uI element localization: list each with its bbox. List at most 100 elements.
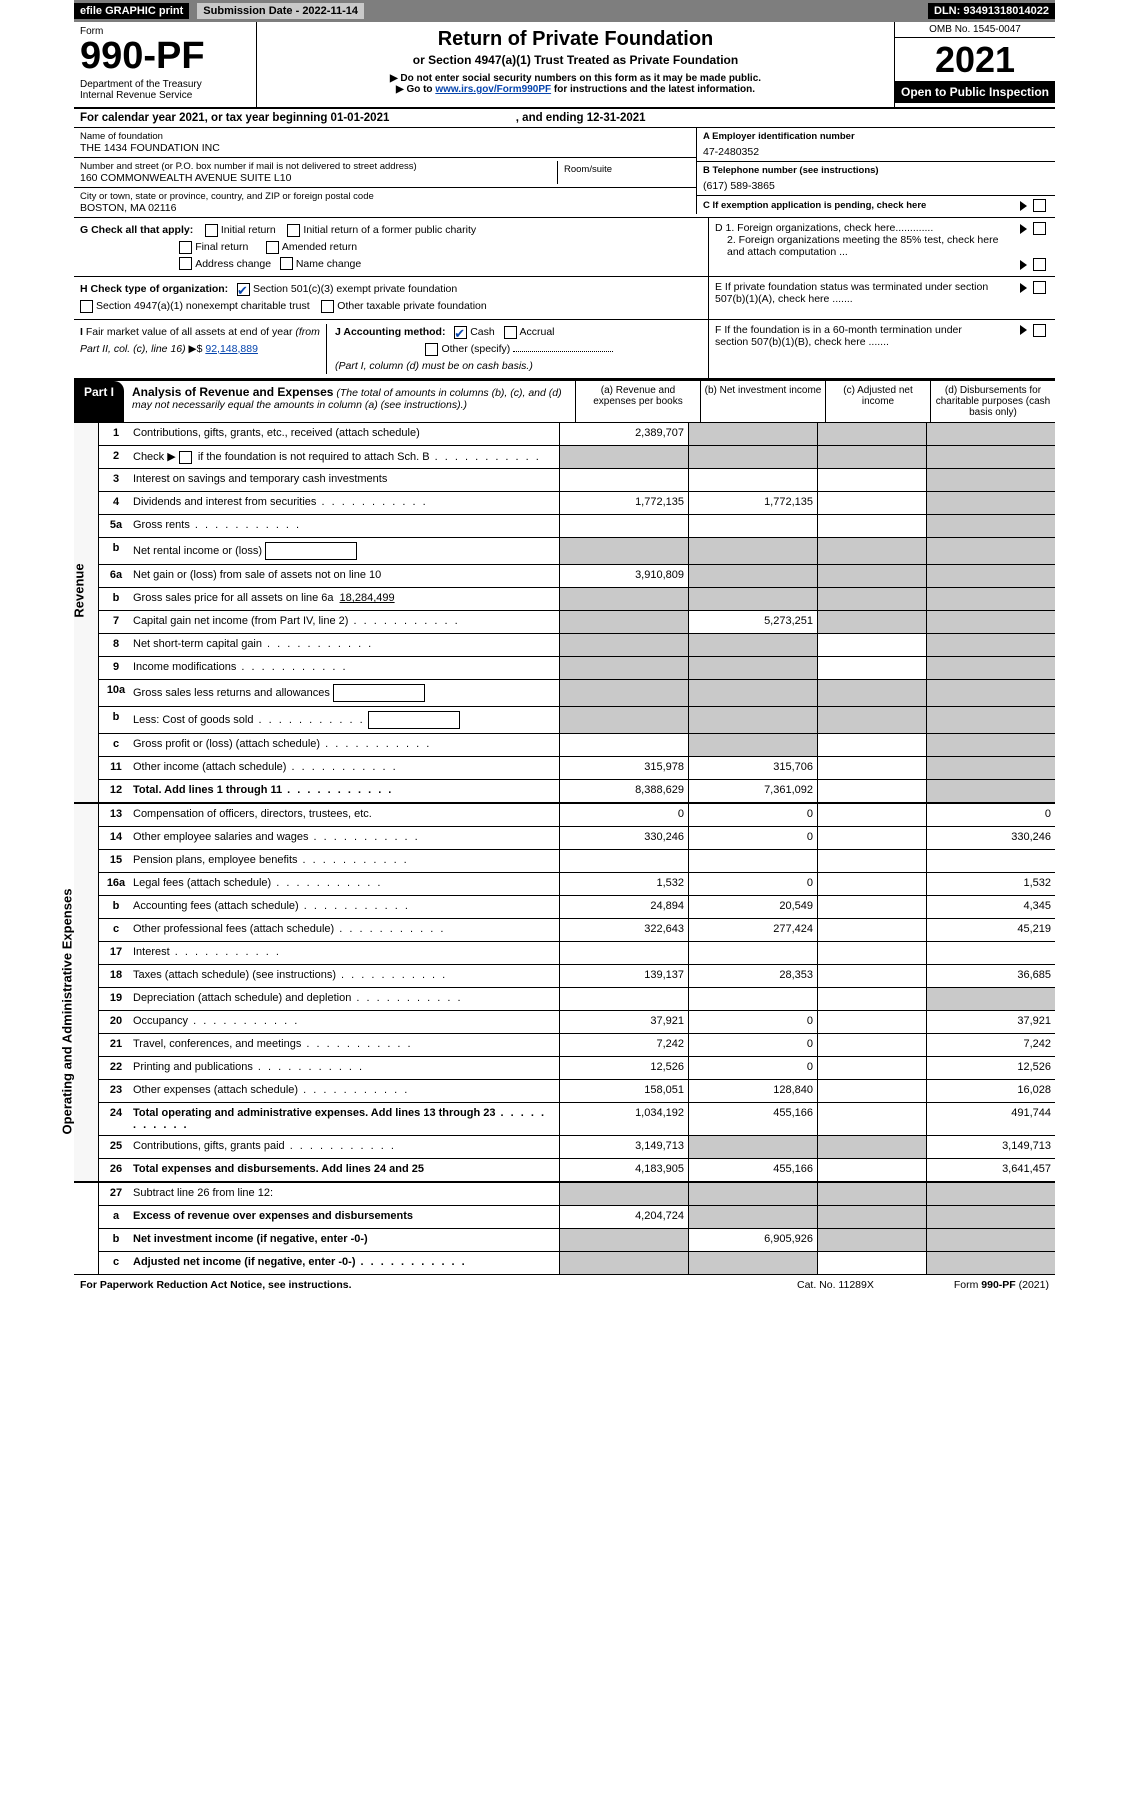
col-d-header: (d) Disbursements for charitable purpose… (930, 381, 1055, 422)
g-initial-return[interactable] (205, 224, 218, 237)
f-checkbox[interactable] (1033, 324, 1046, 337)
form-title: Return of Private Foundation (265, 28, 886, 51)
line-c: cOther professional fees (attach schedul… (99, 919, 1055, 942)
line-22: 22Printing and publications12,526012,526 (99, 1057, 1055, 1080)
line-7: 7Capital gain net income (from Part IV, … (99, 611, 1055, 634)
foundation-name: THE 1434 FOUNDATION INC (80, 142, 690, 154)
col-c-header: (c) Adjusted net income (825, 381, 930, 422)
addr-label: Number and street (or P.O. box number if… (80, 161, 557, 172)
line-b: bGross sales price for all assets on lin… (99, 588, 1055, 611)
j-note: (Part I, column (d) must be on cash basi… (335, 360, 533, 372)
line-1: 1Contributions, gifts, grants, etc., rec… (99, 423, 1055, 446)
footer-right: Form 990-PF (2021) (954, 1279, 1049, 1291)
line-3: 3Interest on savings and temporary cash … (99, 469, 1055, 492)
line-9: 9Income modifications (99, 657, 1055, 680)
line-19: 19Depreciation (attach schedule) and dep… (99, 988, 1055, 1011)
g-label: G Check all that apply: (80, 224, 193, 236)
line-b: bNet investment income (if negative, ent… (99, 1229, 1055, 1252)
note-goto: ▶ Go to www.irs.gov/Form990PF for instru… (265, 84, 886, 95)
d1-label: D 1. Foreign organizations, check here..… (715, 222, 933, 234)
part1-label: Part I (74, 381, 124, 422)
footer-left: For Paperwork Reduction Act Notice, see … (80, 1279, 352, 1291)
line-b: bAccounting fees (attach schedule)24,894… (99, 896, 1055, 919)
g-amended[interactable] (266, 241, 279, 254)
j-accrual[interactable] (504, 326, 517, 339)
h-other-taxable[interactable] (321, 300, 334, 313)
line-4: 4Dividends and interest from securities1… (99, 492, 1055, 515)
part1-title: Analysis of Revenue and Expenses (132, 385, 333, 399)
d2-checkbox[interactable] (1033, 258, 1046, 271)
d1-checkbox[interactable] (1033, 222, 1046, 235)
g-initial-former[interactable] (287, 224, 300, 237)
line-25: 25Contributions, gifts, grants paid3,149… (99, 1136, 1055, 1159)
note-ssn: ▶ Do not enter social security numbers o… (265, 73, 886, 84)
submission-date: Submission Date - 2022-11-14 (197, 3, 364, 19)
line-24: 24Total operating and administrative exp… (99, 1103, 1055, 1136)
h-label: H Check type of organization: (80, 283, 228, 295)
line-6a: 6aNet gain or (loss) from sale of assets… (99, 565, 1055, 588)
line-a: aExcess of revenue over expenses and dis… (99, 1206, 1055, 1229)
foundation-city: BOSTON, MA 02116 (80, 202, 690, 214)
foundation-addr: 160 COMMONWEALTH AVENUE SUITE L10 (80, 172, 557, 184)
calendar-year-row: For calendar year 2021, or tax year begi… (74, 109, 1055, 128)
ein-label: A Employer identification number (703, 131, 1049, 142)
h-4947[interactable] (80, 300, 93, 313)
col-a-header: (a) Revenue and expenses per books (575, 381, 700, 422)
col-b-header: (b) Net investment income (700, 381, 825, 422)
line-b: bNet rental income or (loss) (99, 538, 1055, 565)
j-other[interactable] (425, 343, 438, 356)
c-label: C If exemption application is pending, c… (703, 200, 926, 211)
line-16a: 16aLegal fees (attach schedule)1,53201,5… (99, 873, 1055, 896)
h-501c3[interactable] (237, 283, 250, 296)
line-8: 8Net short-term capital gain (99, 634, 1055, 657)
j-cash[interactable] (454, 326, 467, 339)
ein-value: 47-2480352 (703, 146, 1049, 158)
line-c: cAdjusted net income (if negative, enter… (99, 1252, 1055, 1274)
i-label: Fair market value of all assets at end o… (80, 326, 320, 355)
line-18: 18Taxes (attach schedule) (see instructi… (99, 965, 1055, 988)
form-link[interactable]: www.irs.gov/Form990PF (435, 84, 551, 95)
line-c: cGross profit or (loss) (attach schedule… (99, 734, 1055, 757)
g-addr-change[interactable] (179, 257, 192, 270)
tel-value: (617) 589-3865 (703, 180, 1049, 192)
tax-year: 2021 (895, 38, 1055, 81)
form-subtitle: or Section 4947(a)(1) Trust Treated as P… (265, 53, 886, 67)
line-10a: 10aGross sales less returns and allowanc… (99, 680, 1055, 707)
line-17: 17Interest (99, 942, 1055, 965)
dln-label: DLN: 93491318014022 (928, 3, 1055, 19)
line-5a: 5aGross rents (99, 515, 1055, 538)
line-b: bLess: Cost of goods sold (99, 707, 1055, 734)
opex-tab: Operating and Administrative Expenses (59, 889, 74, 1135)
revenue-tab: Revenue (72, 564, 87, 618)
line-27: 27Subtract line 26 from line 12: (99, 1183, 1055, 1206)
i-value-link[interactable]: 92,148,889 (205, 343, 258, 355)
footer-catno: Cat. No. 11289X (797, 1279, 874, 1291)
top-bar: efile GRAPHIC print Submission Date - 20… (74, 0, 1055, 22)
j-label: J Accounting method: (335, 326, 445, 338)
open-inspection: Open to Public Inspection (895, 81, 1055, 103)
g-final-return[interactable] (179, 241, 192, 254)
d2-label: 2. Foreign organizations meeting the 85%… (715, 234, 1007, 258)
c-checkbox[interactable] (1033, 199, 1046, 212)
dept-label: Department of the Treasury Internal Reve… (80, 79, 250, 101)
e-label: E If private foundation status was termi… (715, 281, 995, 305)
room-label: Room/suite (564, 164, 684, 175)
form-number: 990-PF (80, 37, 250, 75)
omb-number: OMB No. 1545-0047 (895, 22, 1055, 38)
line-2: 2Check ▶ if the foundation is not requir… (99, 446, 1055, 469)
line-23: 23Other expenses (attach schedule)158,05… (99, 1080, 1055, 1103)
g-name-change[interactable] (280, 257, 293, 270)
line-13: 13Compensation of officers, directors, t… (99, 804, 1055, 827)
tel-label: B Telephone number (see instructions) (703, 165, 1049, 176)
line-14: 14Other employee salaries and wages330,2… (99, 827, 1055, 850)
name-label: Name of foundation (80, 131, 690, 142)
f-label: F If the foundation is in a 60-month ter… (715, 324, 995, 348)
efile-label: efile GRAPHIC print (74, 3, 189, 19)
line-20: 20Occupancy37,921037,921 (99, 1011, 1055, 1034)
e-checkbox[interactable] (1033, 281, 1046, 294)
line-15: 15Pension plans, employee benefits (99, 850, 1055, 873)
city-label: City or town, state or province, country… (80, 191, 690, 202)
line-11: 11Other income (attach schedule)315,9783… (99, 757, 1055, 780)
line-12: 12Total. Add lines 1 through 118,388,629… (99, 780, 1055, 802)
line-26: 26Total expenses and disbursements. Add … (99, 1159, 1055, 1181)
